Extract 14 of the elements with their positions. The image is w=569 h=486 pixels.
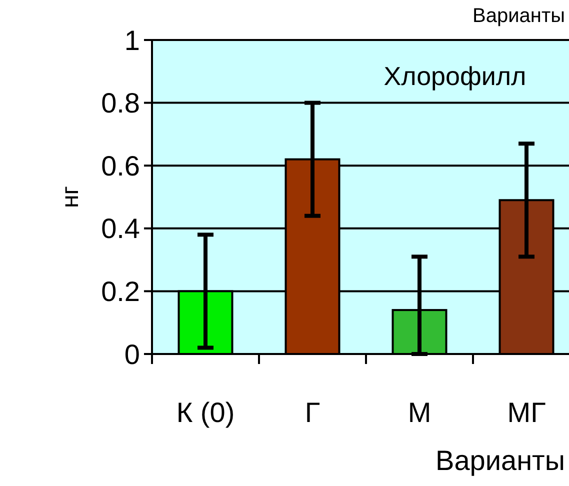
y-tick-label: 1 xyxy=(124,24,140,56)
y-tick-label: 0.4 xyxy=(101,213,140,244)
y-tick-label: 0.6 xyxy=(101,150,140,182)
x-tick-label: Г xyxy=(304,397,320,428)
x-tick-label: К (0) xyxy=(176,397,235,428)
y-tick-label: 0.2 xyxy=(101,276,140,307)
y-axis-title: нг xyxy=(57,186,84,208)
y-tick-label: 0.8 xyxy=(101,88,140,119)
x-tick-label: М xyxy=(408,397,432,428)
text: Варианты xyxy=(472,5,565,27)
x-axis-title: Варианты xyxy=(436,445,565,476)
x-tick-label: МГ xyxy=(507,397,546,428)
text: Хлорофилл xyxy=(384,61,526,91)
y-tick-label: 0 xyxy=(124,338,140,370)
